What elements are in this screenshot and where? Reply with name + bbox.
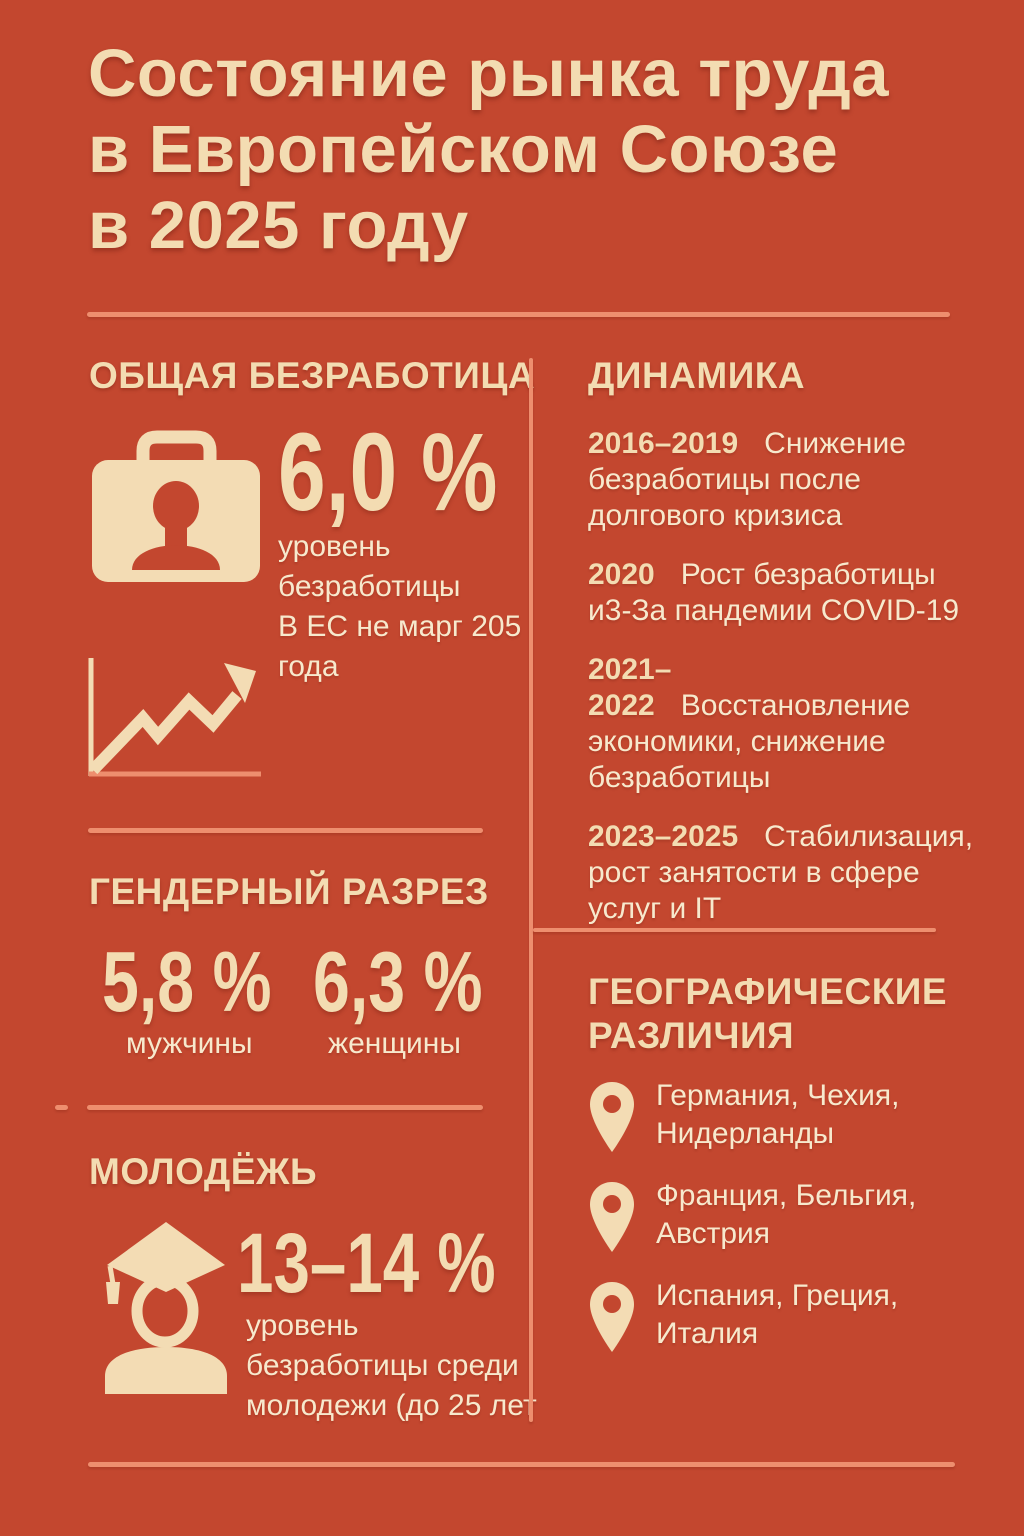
divider-fragment (55, 1105, 68, 1110)
divider-top (87, 312, 950, 317)
timeline-entry: 2023–2025 Стабилизация, рост занятости в … (588, 819, 980, 927)
geography-item: Испания, Греция, Италия (656, 1279, 899, 1350)
youth-unemployment-stat: 13–14 % (237, 1216, 496, 1310)
map-pin-icon (590, 1282, 634, 1352)
page-title: Состояние рынка труда в Европейском Союз… (88, 36, 890, 263)
gender-stat-women-value: 6,3 % (313, 935, 483, 1030)
gender-stat-women-label: женщины (328, 1027, 461, 1060)
map-pin-icon (590, 1182, 634, 1252)
divider-vertical (529, 358, 533, 1422)
timeline-years: 2023–2025 (588, 820, 739, 853)
timeline-entry: 2016–2019 Снижение безработицы после долг… (588, 426, 980, 534)
divider-left-mid (88, 828, 483, 833)
graduate-icon (105, 1222, 227, 1394)
general-unemployment-stat: 6,0 % (278, 411, 498, 534)
section-heading-dynamics: ДИНАМИКА (588, 355, 806, 396)
geography-item: Франция, Бельгия, Австрия (656, 1179, 917, 1250)
timeline-entry: 2021–2022 Восстановление экономики, сниже… (588, 652, 980, 796)
growth-chart-icon (88, 658, 261, 777)
timeline-years: 2016–2019 (588, 427, 739, 460)
divider-bottom (88, 1462, 955, 1467)
geography-item: Германия, Чехия, Нидерланды (656, 1079, 900, 1150)
timeline-text: Восстановление экономики, снижение безра… (588, 689, 911, 794)
section-heading-general-unemployment: ОБЩАЯ БЕЗРАБОТИЦА (89, 355, 536, 396)
timeline-entry: 2020 Рост безработицы и3-За пандемии COVI… (588, 557, 980, 629)
map-pin-icon (590, 1082, 634, 1152)
general-unemployment-description: уровень безработицы В ЕС не марг 205 год… (278, 530, 522, 683)
section-heading-youth: МОЛОДЁЖЬ (89, 1151, 318, 1192)
timeline-years: 2021–2022 (588, 653, 672, 722)
youth-unemployment-description: уровень безработицы среди молодежи (до 2… (246, 1309, 537, 1422)
dynamics-timeline: 2016–2019 Снижение безработицы после долг… (588, 426, 980, 950)
section-heading-geography: ГЕОГРАФИЧЕСКИЕ РАЗЛИЧИЯ (588, 971, 948, 1056)
section-heading-gender: ГЕНДЕРНЫЙ РАЗРЕЗ (89, 871, 489, 912)
timeline-text: Рост безработицы и3-За пандемии COVID-19 (588, 558, 960, 627)
gender-stat-men-value: 5,8 % (102, 935, 272, 1030)
timeline-years: 2020 (588, 558, 655, 591)
timeline-text: Снижение безработицы после долгового кри… (588, 427, 906, 532)
divider-right-mid (533, 928, 936, 932)
briefcase-person-icon (92, 430, 260, 582)
gender-stat-men-label: мужчины (126, 1027, 253, 1060)
timeline-text: Стабилизация, рост занятости в сфере усл… (588, 820, 974, 925)
divider-left-low (87, 1105, 483, 1110)
